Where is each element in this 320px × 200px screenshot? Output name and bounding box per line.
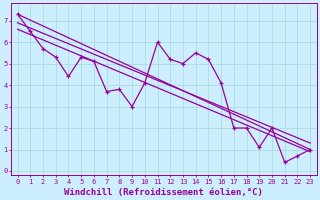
X-axis label: Windchill (Refroidissement éolien,°C): Windchill (Refroidissement éolien,°C) [64, 188, 263, 197]
